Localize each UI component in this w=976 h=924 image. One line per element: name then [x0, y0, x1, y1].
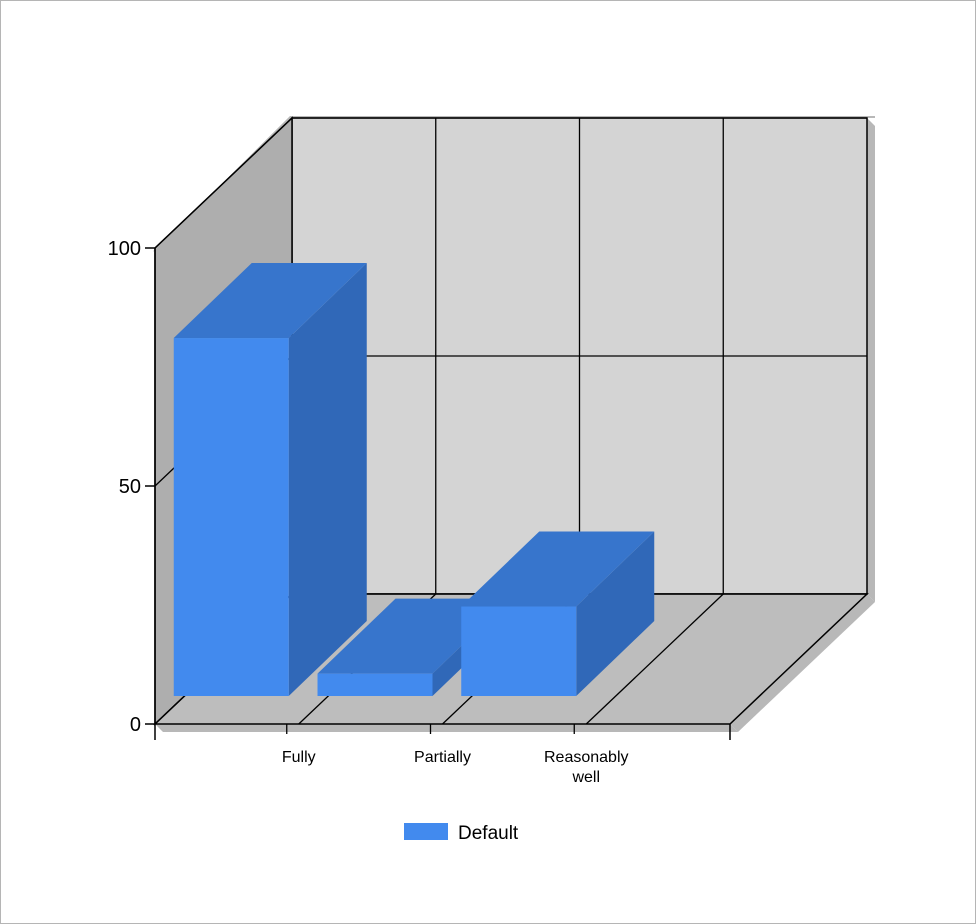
value-tick-label: 0 — [130, 714, 141, 736]
floor-side-shadow — [730, 594, 875, 732]
gridline-side — [154, 117, 293, 249]
bar-partially — [317, 673, 433, 696]
legend-swatch — [404, 823, 448, 840]
bar-side — [576, 531, 655, 696]
bar-reasonably-well — [461, 606, 577, 696]
legend: Default — [404, 823, 519, 844]
value-tick-label: 100 — [108, 238, 141, 260]
floor-front-shadow — [155, 724, 738, 732]
category-label: Reasonably well — [544, 749, 629, 786]
gridline-floor — [585, 593, 724, 725]
bar-side — [288, 263, 367, 696]
bars — [173, 263, 655, 696]
bar-top — [173, 263, 367, 339]
category-label: Fully — [282, 749, 316, 766]
bar-top — [461, 531, 655, 607]
axes: 0 50 100 Fully Partially Reasonably well — [108, 238, 731, 786]
category-label: Partially — [414, 749, 471, 766]
value-tick-label: 50 — [119, 476, 141, 498]
back-wall-shadow — [867, 118, 875, 602]
legend-label: Default — [458, 823, 519, 844]
bar-fully — [173, 338, 289, 696]
